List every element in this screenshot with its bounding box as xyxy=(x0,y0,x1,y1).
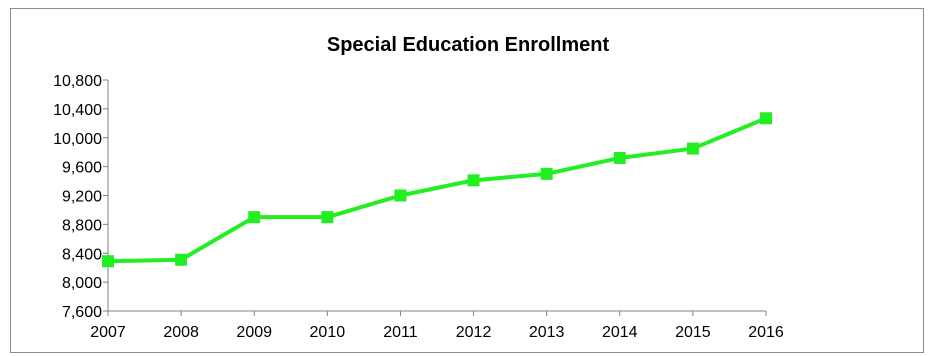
x-tick-label: 2012 xyxy=(456,324,492,341)
y-tick-label: 8,800 xyxy=(62,217,102,234)
x-tick-label: 2010 xyxy=(310,324,346,341)
x-tick-label: 2014 xyxy=(602,324,638,341)
y-tick-label: 9,600 xyxy=(62,160,102,177)
data-point-marker xyxy=(540,167,553,180)
data-point-marker xyxy=(248,211,261,224)
series-enrollment xyxy=(102,112,772,268)
y-tick-label: 10,400 xyxy=(53,102,102,119)
x-axis: 2007 2008 2009 2010 2011 2012 2013 2014 2015 2016 xyxy=(90,310,784,341)
data-point-marker xyxy=(760,112,772,125)
x-tick-label: 2007 xyxy=(90,324,126,341)
data-point-marker xyxy=(613,151,626,164)
y-tick-label: 9,200 xyxy=(62,189,102,206)
data-point-marker xyxy=(102,255,114,268)
x-tick-label: 2015 xyxy=(675,324,711,341)
y-tick-label: 10,800 xyxy=(53,73,102,90)
data-point-marker xyxy=(321,211,334,224)
x-tick-label: 2011 xyxy=(383,324,418,341)
data-point-marker xyxy=(175,253,188,266)
y-tick-label: 7,600 xyxy=(62,304,102,321)
y-tick-label: 8,400 xyxy=(62,246,102,263)
y-tick-label: 8,000 xyxy=(62,275,102,292)
x-tick-label: 2013 xyxy=(529,324,565,341)
data-point-marker xyxy=(686,142,699,155)
data-point-marker xyxy=(394,189,407,202)
series-line xyxy=(107,116,767,264)
data-point-marker xyxy=(467,174,480,187)
x-tick-label: 2008 xyxy=(163,324,199,341)
chart-title: Special Education Enrollment xyxy=(327,34,610,56)
y-axis: 7,600 8,000 8,400 8,800 9,200 9,600 10,000 10,4… xyxy=(53,73,109,321)
x-tick-label: 2009 xyxy=(236,324,272,341)
x-tick-label: 2016 xyxy=(748,324,784,341)
y-tick-label: 10,000 xyxy=(53,131,102,148)
